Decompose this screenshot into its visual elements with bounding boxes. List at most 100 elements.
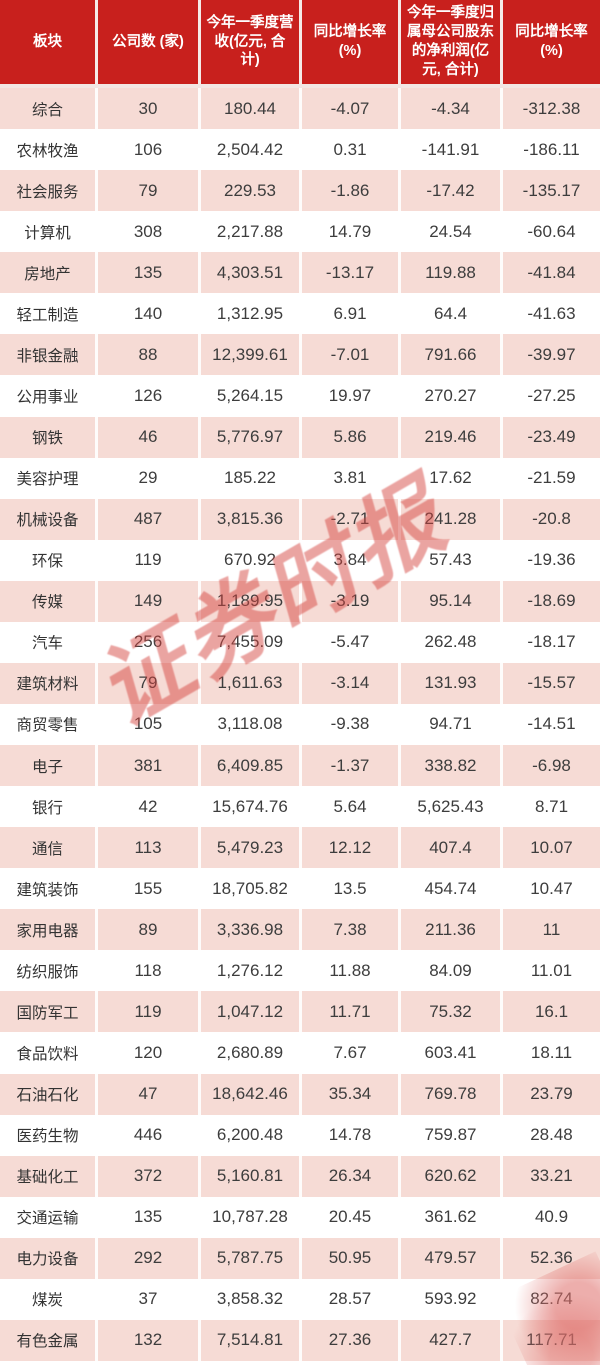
cell: 30 (98, 88, 201, 130)
cell: 13.5 (302, 868, 401, 910)
cell: 180.44 (201, 88, 302, 130)
cell: -19.36 (527, 550, 576, 570)
table-row: 农林牧渔 106 2,504.42 0.31 -141.91 -186.11 (0, 129, 600, 171)
cell: -1.86 (302, 170, 401, 212)
cell: 229.53 (201, 170, 302, 212)
cell: 132 (98, 1319, 201, 1361)
cell: 3,118.08 (201, 703, 302, 745)
cell: 11.88 (302, 950, 401, 992)
table-row: 食品饮料 120 2,680.89 7.67 603.41 18.11 (0, 1032, 600, 1074)
table-row: 公用事业 126 5,264.15 19.97 270.27 -27.25 (0, 375, 600, 417)
table-row: 建筑装饰 155 18,705.82 13.5 454.74 10.47 (0, 868, 600, 910)
cell: 5,776.97 (201, 416, 302, 458)
column-header-revenue-yoy: 同比增长率(%) (302, 0, 401, 84)
cell: 308 (98, 211, 201, 253)
cell: 57.43 (401, 539, 503, 581)
cell: 18.11 (530, 1042, 573, 1062)
cell: 12.12 (302, 827, 401, 869)
cell: 23.79 (530, 1084, 573, 1104)
sector-name: 房地产 (0, 252, 98, 294)
cell: 2,504.42 (201, 129, 302, 171)
cell: 361.62 (401, 1196, 503, 1238)
cell: 19.97 (302, 375, 401, 417)
cell: 6.91 (302, 293, 401, 335)
sector-name: 综合 (0, 88, 98, 130)
cell: 7.67 (302, 1032, 401, 1074)
cell: 1,276.12 (201, 950, 302, 992)
sector-name: 有色金属 (0, 1319, 98, 1361)
cell: -14.51 (527, 714, 576, 734)
cell: 5,160.81 (201, 1155, 302, 1197)
cell: -21.59 (527, 468, 576, 488)
cell: 5.64 (302, 786, 401, 828)
cell: 372 (98, 1155, 201, 1197)
cell: 149 (98, 580, 201, 622)
table-row: 商贸零售 105 3,118.08 -9.38 94.71 -14.51 (0, 703, 600, 745)
cell: 135 (98, 1196, 201, 1238)
cell: -60.64 (527, 221, 576, 241)
cell: 95.14 (401, 580, 503, 622)
cell: 155 (98, 868, 201, 910)
cell: 5,479.23 (201, 827, 302, 869)
cell: -15.57 (527, 673, 576, 693)
cell: 3.84 (302, 539, 401, 581)
sector-name: 汽车 (0, 621, 98, 663)
cell: 20.45 (302, 1196, 401, 1238)
table-row: 有色金属 132 7,514.81 27.36 427.7 117.71 (0, 1319, 600, 1361)
cell: 1,611.63 (201, 662, 302, 704)
cell: 113 (98, 827, 201, 869)
cell: -13.17 (302, 252, 401, 294)
sector-name: 农林牧渔 (0, 129, 98, 171)
sector-name: 电力设备 (0, 1237, 98, 1279)
table-row: 房地产 135 4,303.51 -13.17 119.88 -41.84 (0, 252, 600, 294)
cell: 50.95 (302, 1237, 401, 1279)
cell: 106 (98, 129, 201, 171)
column-header-profit-yoy: 同比增长率(%) (503, 0, 600, 84)
table-row: 综合 30 180.44 -4.07 -4.34 -312.38 (0, 88, 600, 130)
column-header-q1-revenue: 今年一季度营收(亿元, 合计) (201, 0, 302, 84)
cell: 118 (98, 950, 201, 992)
column-header-company-count: 公司数 (家) (98, 0, 201, 84)
cell: 105 (98, 703, 201, 745)
cell: 2,217.88 (201, 211, 302, 253)
cell: -141.91 (401, 129, 503, 171)
sector-name: 石油石化 (0, 1073, 98, 1115)
cell: 131.93 (401, 662, 503, 704)
table-row: 医药生物 446 6,200.48 14.78 759.87 28.48 (0, 1114, 600, 1156)
cell: 10,787.28 (201, 1196, 302, 1238)
table-body: 综合 30 180.44 -4.07 -4.34 -312.38 农林牧渔 106 2,504.… (0, 88, 600, 1361)
table-row: 石油石化 47 18,642.46 35.34 769.78 23.79 (0, 1073, 600, 1115)
cell: 46 (98, 416, 201, 458)
cell: 2,680.89 (201, 1032, 302, 1074)
cell: 487 (98, 498, 201, 540)
cell: 28.57 (302, 1278, 401, 1320)
cell: 6,200.48 (201, 1114, 302, 1156)
cell: 119 (98, 991, 201, 1033)
sector-name: 纺织服饰 (0, 950, 98, 992)
cell: 24.54 (401, 211, 503, 253)
cell: 17.62 (401, 457, 503, 499)
sector-name: 环保 (0, 539, 98, 581)
cell: 479.57 (401, 1237, 503, 1279)
cell: 12,399.61 (201, 334, 302, 376)
sector-name: 食品饮料 (0, 1032, 98, 1074)
sector-name: 建筑材料 (0, 662, 98, 704)
cell: 427.7 (401, 1319, 503, 1361)
cell: 40.9 (534, 1207, 569, 1227)
cell: 94.71 (401, 703, 503, 745)
cell: 16.1 (534, 1001, 569, 1021)
cell: 47 (98, 1073, 201, 1115)
cell: 33.21 (530, 1166, 573, 1186)
table-row: 轻工制造 140 1,312.95 6.91 64.4 -41.63 (0, 293, 600, 335)
sector-name: 钢铁 (0, 416, 98, 458)
cell: -135.17 (522, 180, 581, 200)
cell: 75.32 (401, 991, 503, 1033)
cell: 670.92 (201, 539, 302, 581)
cell: 52.36 (530, 1248, 573, 1268)
table-row: 交通运输 135 10,787.28 20.45 361.62 40.9 (0, 1196, 600, 1238)
cell: 791.66 (401, 334, 503, 376)
table-row: 非银金融 88 12,399.61 -7.01 791.66 -39.97 (0, 334, 600, 376)
cell: 42 (98, 786, 201, 828)
cell: -3.19 (302, 580, 401, 622)
cell: 18,642.46 (201, 1073, 302, 1115)
